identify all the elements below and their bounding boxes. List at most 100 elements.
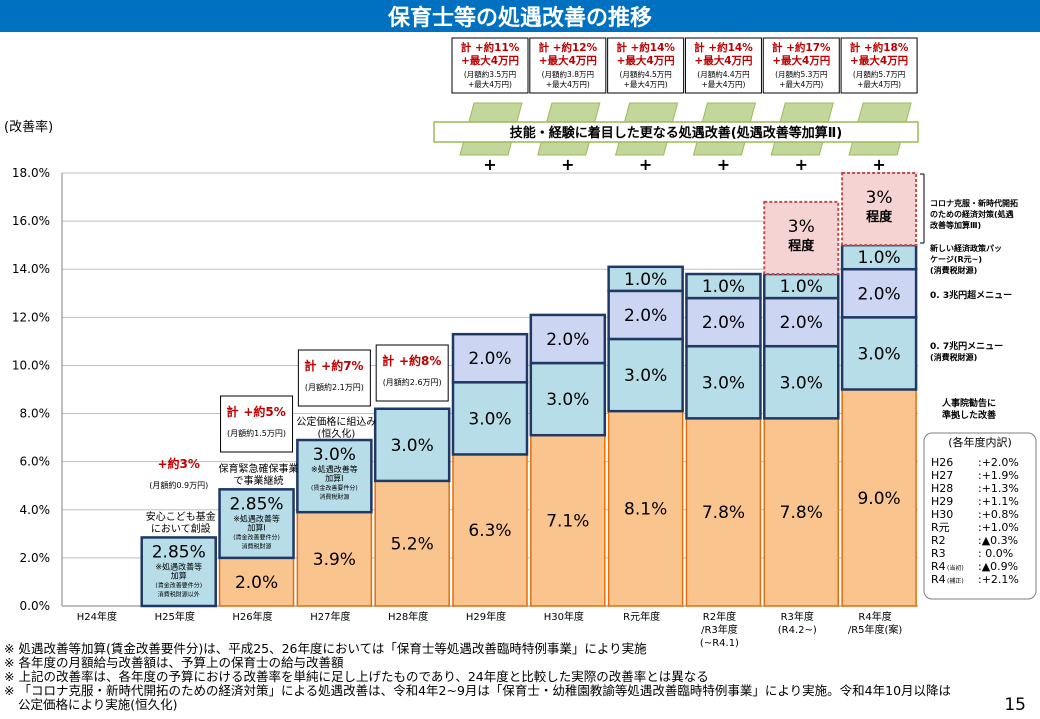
right-label-menu03: 0. 3兆円超メニュー (930, 289, 1012, 301)
x-tick-label: H30年度 (544, 610, 584, 623)
top-box-monthly-max: +最大4万円) (701, 79, 745, 89)
breakdown-value: :+0.8% (978, 508, 1019, 521)
top-box-max: +最大4万円 (539, 54, 597, 67)
breakdown-value: :+1.1% (978, 495, 1019, 508)
total-monthly: (月額約0.9万円) (149, 480, 208, 490)
data-label: 2.0% (857, 284, 900, 304)
total-prefix: 計 (304, 358, 316, 373)
x-tick-label: R元年度 (623, 610, 660, 623)
total-monthly: (月額約2.1万円) (305, 382, 364, 392)
total-value: +約3% (158, 456, 200, 471)
bar-segment-kasan1 (763, 272, 840, 300)
data-label: 8.1% (624, 500, 667, 520)
data-label: 3.0% (780, 373, 823, 393)
segment-note: (賃金改善要件分) (311, 484, 358, 492)
breakdown-year: H26 (931, 456, 953, 469)
data-label: 程度 (788, 238, 815, 254)
bar-segment-kasan1 (607, 337, 684, 413)
data-label: 3.0% (468, 409, 511, 429)
breakdown-year: R4 (931, 560, 946, 573)
segment-note: ※処遇改善等 (155, 561, 202, 571)
bar-segment-kasan1 (140, 536, 217, 608)
breakdown-year: R4 (931, 573, 946, 586)
bar-segment-base (530, 434, 606, 607)
data-label: 2.85% (230, 494, 284, 514)
y-tick-label: 18.0% (12, 166, 50, 180)
plus-sign: + (561, 155, 574, 174)
breakdown-value: :+2.0% (978, 456, 1019, 469)
data-label: 2.0% (468, 349, 511, 369)
bar-segment-kasan1 (529, 361, 607, 437)
breakdown-value: :+2.1% (978, 573, 1019, 586)
data-label: 3% (866, 188, 893, 208)
segment-note: 消費税財源以外 (158, 590, 200, 598)
data-label: 1.0% (624, 270, 667, 290)
breakdown-value: :+1.3% (978, 482, 1019, 495)
data-label: 1.0% (702, 277, 745, 297)
total-monthly: (月額約1.5万円) (227, 428, 286, 438)
top-box (607, 37, 685, 94)
top-box-monthly: (月額約4.5万円 (619, 69, 671, 79)
data-label: 3.0% (391, 436, 434, 456)
data-label: 3.0% (313, 445, 356, 465)
right-label-menu07: (消費税財源) (930, 352, 977, 362)
annotation-h27: 公定価格に組込み (296, 415, 376, 428)
bar-segment-base (218, 557, 295, 607)
top-box-monthly-max: +最大4万円) (468, 79, 512, 89)
bar-segment-base (841, 388, 917, 607)
right-label-corona: 改善等加算Ⅲ) (930, 220, 981, 230)
breakdown-year: H29 (931, 495, 953, 508)
top-box-monthly-max: +最大4万円) (779, 79, 823, 89)
page-title: 保育士等の処遇改善の推移 (387, 5, 652, 31)
bar-segment-base (607, 410, 684, 607)
total-value: +約7% (321, 358, 363, 373)
top-box-monthly-max: +最大4万円) (857, 79, 901, 89)
y-tick-label: 14.0% (12, 262, 50, 276)
y-tick-label: 8.0% (20, 407, 51, 421)
top-box-monthly: (月額約3.5万円 (464, 69, 516, 79)
segment-note: ※処遇改善等 (233, 513, 280, 523)
breakdown-value: :▲0.3% (978, 534, 1018, 547)
breakdown-value: :▲0.9% (978, 560, 1018, 573)
segment-note: (賃金改善要件分) (233, 533, 280, 541)
breakdown-title: (各年度内訳) (948, 435, 1012, 449)
total-box (297, 349, 371, 407)
data-label: 2.0% (780, 313, 823, 333)
bar-segment-kasan2 (840, 267, 918, 319)
data-label: 3.0% (857, 344, 900, 364)
top-box-max: +最大4万円 (694, 54, 752, 67)
right-label-new-package: ケージ(R元~) (930, 255, 982, 264)
top-box (529, 37, 607, 94)
data-label: 2.0% (546, 330, 589, 350)
annotation-h25: において創設 (151, 522, 211, 535)
y-tick-label: 16.0% (12, 214, 50, 228)
bar-segment-kasan2 (685, 296, 762, 348)
breakdown-year: H27 (931, 469, 953, 482)
bar-segment-kasan2 (529, 313, 607, 365)
data-label: 2.0% (702, 313, 745, 333)
x-tick-label: (~R4.1) (700, 638, 739, 649)
data-label: 3.9% (313, 550, 356, 570)
data-label: 3% (788, 217, 815, 237)
x-tick-label: H25年度 (155, 610, 195, 623)
data-label: 7.8% (702, 503, 745, 523)
annotation-h26: 保育緊急確保事業 (219, 462, 299, 475)
x-tick-label: H28年度 (388, 610, 428, 623)
breakdown-tag: (当初) (947, 564, 964, 572)
segment-note: 消費税財源 (242, 542, 272, 550)
bar-segment-kasan1 (840, 243, 918, 271)
breakdown-tag: (補正) (947, 577, 964, 585)
plus-sign: + (717, 155, 730, 174)
page-number: 15 (1004, 695, 1026, 715)
right-label-corona: のための経済対策(処遇 (930, 209, 1014, 219)
right-label-new-package: 新しい経済政策パッ (930, 243, 1002, 253)
data-label: 2.0% (235, 573, 278, 593)
bar-segment-kasan2 (451, 332, 529, 384)
plus-sign: + (872, 155, 885, 174)
top-box (451, 37, 529, 94)
top-box-monthly: (月額約5.3万円 (775, 69, 827, 79)
x-tick-label: H26年度 (232, 610, 272, 623)
bar-segment-kasan1 (451, 381, 529, 456)
bar-segment-base (296, 511, 373, 607)
x-tick-label: /R3年度 (701, 623, 738, 636)
